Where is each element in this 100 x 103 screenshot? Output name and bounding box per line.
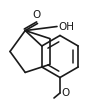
Text: O: O [61, 88, 69, 98]
Text: OH: OH [58, 22, 74, 32]
Text: O: O [32, 11, 41, 20]
